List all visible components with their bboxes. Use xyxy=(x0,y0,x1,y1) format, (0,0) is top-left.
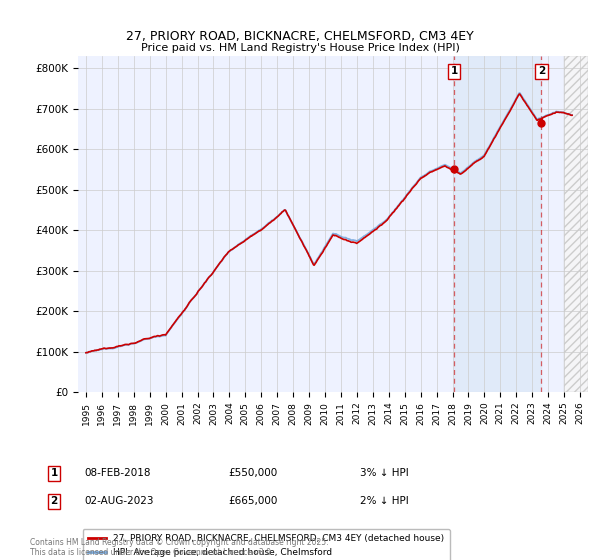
Text: 27, PRIORY ROAD, BICKNACRE, CHELMSFORD, CM3 4EY: 27, PRIORY ROAD, BICKNACRE, CHELMSFORD, … xyxy=(126,30,474,43)
Bar xyxy=(564,56,588,392)
Text: 02-AUG-2023: 02-AUG-2023 xyxy=(84,496,154,506)
Text: 2% ↓ HPI: 2% ↓ HPI xyxy=(360,496,409,506)
Text: Contains HM Land Registry data © Crown copyright and database right 2025.
This d: Contains HM Land Registry data © Crown c… xyxy=(30,538,329,557)
Text: Price paid vs. HM Land Registry's House Price Index (HPI): Price paid vs. HM Land Registry's House … xyxy=(140,43,460,53)
Text: 08-FEB-2018: 08-FEB-2018 xyxy=(84,468,151,478)
Text: £665,000: £665,000 xyxy=(228,496,277,506)
Bar xyxy=(564,56,588,392)
Text: 2: 2 xyxy=(538,66,545,76)
Bar xyxy=(564,56,588,392)
Legend: 27, PRIORY ROAD, BICKNACRE, CHELMSFORD, CM3 4EY (detached house), HPI: Average p: 27, PRIORY ROAD, BICKNACRE, CHELMSFORD, … xyxy=(83,529,450,560)
Text: 2: 2 xyxy=(50,496,58,506)
Text: 1: 1 xyxy=(50,468,58,478)
Text: £550,000: £550,000 xyxy=(228,468,277,478)
Text: 1: 1 xyxy=(451,66,458,76)
Bar xyxy=(454,56,541,392)
Text: 3% ↓ HPI: 3% ↓ HPI xyxy=(360,468,409,478)
